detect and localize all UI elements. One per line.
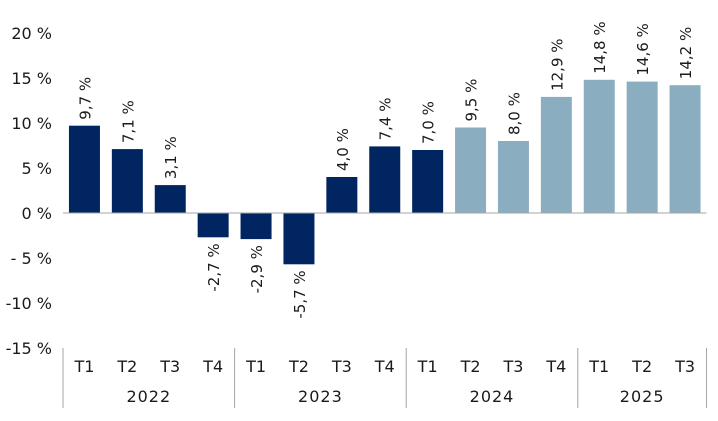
x-tick-label: T2 (631, 357, 652, 376)
x-tick-label: T2 (460, 357, 481, 376)
bar (111, 149, 143, 213)
x-tick-label: T3 (502, 357, 523, 376)
x-tick-label: T1 (73, 357, 94, 376)
bar (455, 127, 487, 213)
data-label: 9,5 % (463, 79, 481, 122)
bar (369, 146, 401, 213)
x-tick-label: T1 (417, 357, 438, 376)
bar (68, 125, 100, 213)
y-tick-label: -10 % (6, 294, 52, 313)
bar (583, 79, 615, 213)
x-tick-label: T1 (245, 357, 266, 376)
y-tick-label: 5 % (22, 159, 52, 178)
bar (497, 141, 529, 213)
y-tick-label: 10 % (11, 114, 52, 133)
bar (326, 177, 358, 213)
data-label: 7,1 % (119, 100, 137, 143)
x-group-label: 2025 (620, 387, 665, 406)
data-label: 3,1 % (162, 136, 180, 179)
data-label: -2,7 % (205, 243, 223, 291)
x-tick-label: T3 (674, 357, 695, 376)
data-label: 7,4 % (377, 98, 395, 141)
data-label: 7,0 % (420, 101, 438, 144)
x-group-label: 2023 (298, 387, 343, 406)
bar (626, 81, 658, 213)
bar (154, 185, 186, 213)
x-tick-label: T4 (545, 357, 566, 376)
bar (540, 96, 572, 213)
x-tick-label: T3 (331, 357, 352, 376)
y-tick-label: - 5 % (11, 249, 52, 268)
data-label: -5,7 % (291, 270, 309, 318)
x-tick-label: T3 (159, 357, 180, 376)
data-label: -2,9 % (248, 245, 266, 293)
y-tick-label: 15 % (11, 69, 52, 88)
x-tick-label: T4 (202, 357, 223, 376)
data-label: 12,9 % (548, 38, 566, 90)
y-tick-label: 0 % (22, 204, 52, 223)
data-label: 14,6 % (634, 23, 652, 75)
x-group-label: 2022 (126, 387, 171, 406)
y-tick-label: -15 % (6, 339, 52, 358)
data-label: 14,8 % (591, 21, 609, 73)
data-label: 4,0 % (334, 128, 352, 171)
x-tick-label: T4 (374, 357, 395, 376)
y-tick-label: 20 % (11, 24, 52, 43)
data-label: 8,0 % (505, 92, 523, 135)
bar (240, 213, 272, 240)
data-label: 14,2 % (677, 27, 695, 79)
x-tick-label: T1 (588, 357, 609, 376)
data-label: 9,7 % (76, 77, 94, 120)
x-group-label: 2024 (470, 387, 515, 406)
bar (197, 213, 229, 238)
bar (669, 85, 701, 213)
x-tick-label: T2 (116, 357, 137, 376)
bar (412, 150, 444, 213)
x-tick-label: T2 (288, 357, 309, 376)
bar (283, 213, 315, 265)
